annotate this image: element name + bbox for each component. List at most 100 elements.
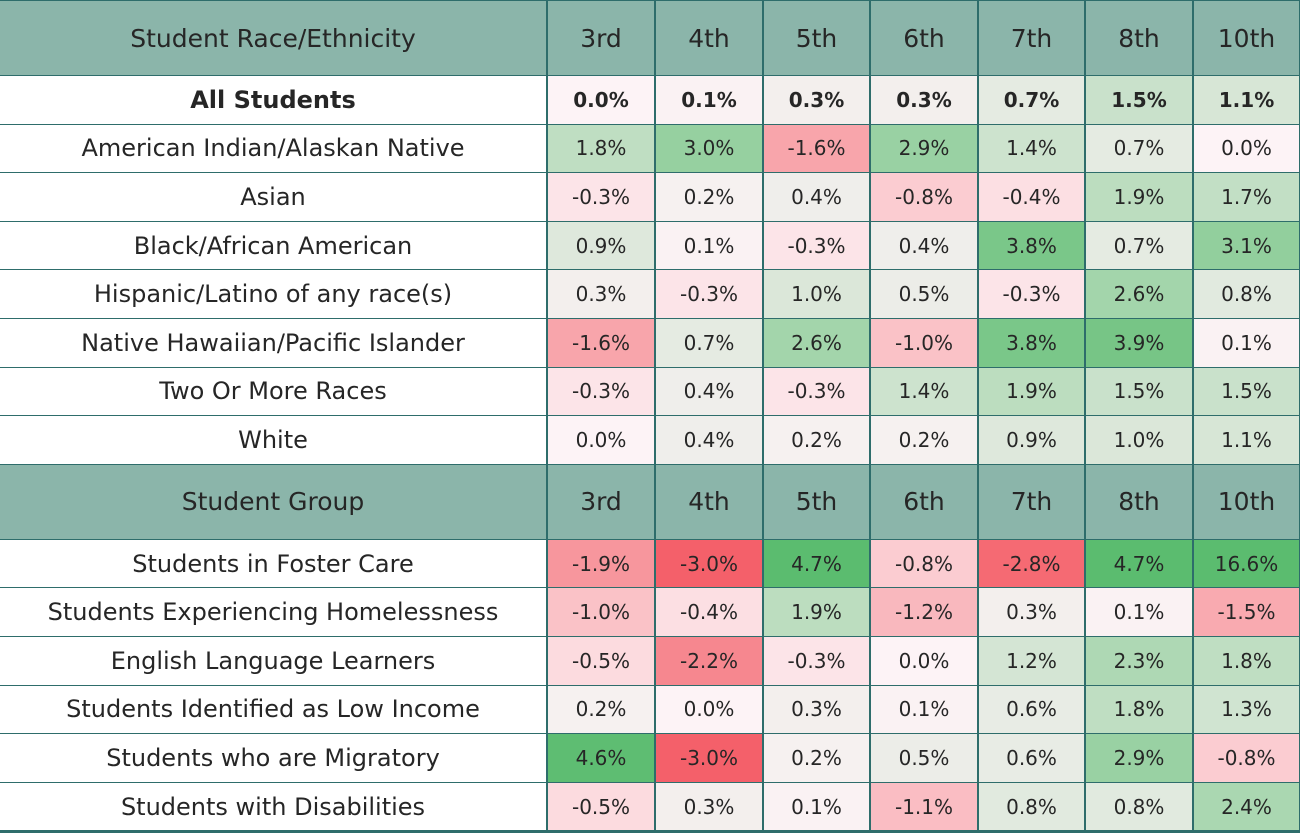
value-cell: 1.7% xyxy=(1194,173,1299,221)
value-cell: -3.0% xyxy=(656,734,762,782)
value-cell: 1.0% xyxy=(1086,416,1192,464)
value-cell: -0.3% xyxy=(764,221,869,270)
value-cell: 2.6% xyxy=(1086,270,1192,318)
value-cell: 0.1% xyxy=(656,221,762,270)
value-cell: 0.5% xyxy=(871,734,977,782)
column-header: 8th xyxy=(1086,1,1192,75)
column-header: 3rd xyxy=(548,1,654,75)
value-cell: 0.8% xyxy=(979,782,1084,831)
row-label: Students Experiencing Homelessness xyxy=(0,588,546,636)
column-header: 7th xyxy=(979,464,1084,539)
value-cell: 1.8% xyxy=(1086,685,1192,734)
row-label: Asian xyxy=(0,173,546,221)
value-cell: 2.6% xyxy=(764,319,869,367)
value-cell: 0.7% xyxy=(979,76,1084,124)
value-cell: 0.0% xyxy=(548,76,654,124)
value-cell: 1.4% xyxy=(979,124,1084,173)
row-label: All Students xyxy=(0,76,546,124)
column-header: 5th xyxy=(764,1,869,75)
value-cell: 4.7% xyxy=(764,539,869,588)
value-cell: 0.0% xyxy=(1194,124,1299,173)
value-cell: 0.2% xyxy=(656,173,762,221)
value-cell: -0.3% xyxy=(764,367,869,416)
column-header: 6th xyxy=(871,1,977,75)
value-cell: 0.7% xyxy=(656,319,762,367)
value-cell: -1.0% xyxy=(548,588,654,636)
value-cell: 0.4% xyxy=(656,367,762,416)
value-cell: 1.2% xyxy=(979,637,1084,685)
column-header: 6th xyxy=(871,464,977,539)
value-cell: -1.9% xyxy=(548,539,654,588)
value-cell: 3.1% xyxy=(1194,221,1299,270)
section-header: Student Group xyxy=(0,464,546,539)
value-cell: 1.5% xyxy=(1086,367,1192,416)
column-header: 10th xyxy=(1194,464,1299,539)
column-header: 7th xyxy=(979,1,1084,75)
value-cell: 0.3% xyxy=(764,76,869,124)
value-cell: -1.0% xyxy=(871,319,977,367)
value-cell: 1.9% xyxy=(979,367,1084,416)
value-cell: -0.3% xyxy=(548,367,654,416)
value-cell: -1.6% xyxy=(548,319,654,367)
value-cell: 0.6% xyxy=(979,685,1084,734)
value-cell: 0.3% xyxy=(979,588,1084,636)
value-cell: 0.5% xyxy=(871,270,977,318)
value-cell: 1.9% xyxy=(1086,173,1192,221)
value-cell: 0.4% xyxy=(764,173,869,221)
value-cell: 16.6% xyxy=(1194,539,1299,588)
row-label: Two Or More Races xyxy=(0,367,546,416)
value-cell: 0.0% xyxy=(548,416,654,464)
value-cell: 0.2% xyxy=(548,685,654,734)
value-cell: -1.1% xyxy=(871,782,977,831)
value-cell: -0.5% xyxy=(548,782,654,831)
value-cell: 0.3% xyxy=(656,782,762,831)
value-cell: 0.3% xyxy=(871,76,977,124)
value-cell: 1.5% xyxy=(1194,367,1299,416)
column-header: 10th xyxy=(1194,1,1299,75)
value-cell: 0.3% xyxy=(548,270,654,318)
column-header: 3rd xyxy=(548,464,654,539)
value-cell: -0.3% xyxy=(656,270,762,318)
value-cell: 2.3% xyxy=(1086,637,1192,685)
value-cell: -1.5% xyxy=(1194,588,1299,636)
value-cell: -0.3% xyxy=(764,637,869,685)
value-cell: 1.1% xyxy=(1194,76,1299,124)
value-cell: 0.0% xyxy=(656,685,762,734)
row-label: Students who are Migratory xyxy=(0,734,546,782)
value-cell: 0.7% xyxy=(1086,124,1192,173)
value-cell: 0.9% xyxy=(979,416,1084,464)
value-cell: 1.4% xyxy=(871,367,977,416)
value-cell: -0.4% xyxy=(656,588,762,636)
value-cell: 0.4% xyxy=(656,416,762,464)
value-cell: -0.3% xyxy=(979,270,1084,318)
value-cell: -0.8% xyxy=(871,173,977,221)
row-label: Black/African American xyxy=(0,221,546,270)
value-cell: -2.8% xyxy=(979,539,1084,588)
value-cell: -1.2% xyxy=(871,588,977,636)
value-cell: -3.0% xyxy=(656,539,762,588)
value-cell: 2.9% xyxy=(871,124,977,173)
value-cell: 1.0% xyxy=(764,270,869,318)
value-cell: 0.9% xyxy=(548,221,654,270)
value-cell: -1.6% xyxy=(764,124,869,173)
value-cell: -0.8% xyxy=(1194,734,1299,782)
value-cell: 1.8% xyxy=(548,124,654,173)
value-cell: -0.3% xyxy=(548,173,654,221)
value-cell: 2.4% xyxy=(1194,782,1299,831)
value-cell: 1.8% xyxy=(1194,637,1299,685)
value-cell: -0.4% xyxy=(979,173,1084,221)
value-cell: -0.8% xyxy=(871,539,977,588)
value-cell: -2.2% xyxy=(656,637,762,685)
column-header: 4th xyxy=(656,464,762,539)
row-label: Students with Disabilities xyxy=(0,782,546,831)
value-cell: 0.1% xyxy=(764,782,869,831)
value-cell: 0.1% xyxy=(871,685,977,734)
value-cell: 1.1% xyxy=(1194,416,1299,464)
value-cell: 0.1% xyxy=(656,76,762,124)
value-cell: 1.9% xyxy=(764,588,869,636)
value-cell: 3.8% xyxy=(979,221,1084,270)
value-cell: 0.4% xyxy=(871,221,977,270)
value-cell: 3.9% xyxy=(1086,319,1192,367)
column-header: 5th xyxy=(764,464,869,539)
value-cell: 0.1% xyxy=(1086,588,1192,636)
